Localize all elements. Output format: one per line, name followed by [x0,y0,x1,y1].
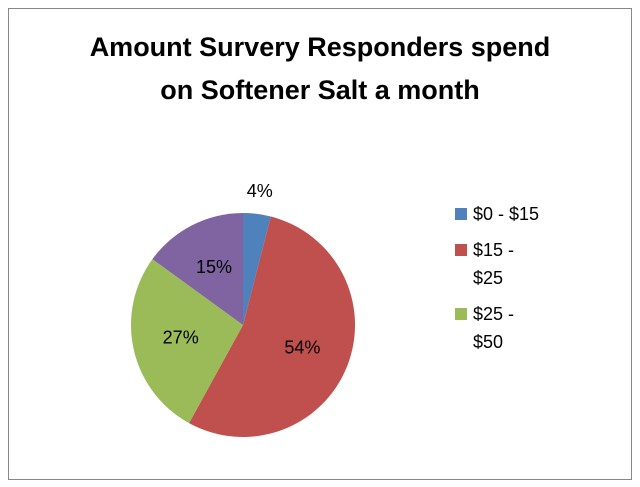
legend-swatch [455,208,467,220]
legend-swatch [455,308,467,320]
legend-label: $15 - $25 [473,240,515,288]
legend-label: $25 - $50 [473,304,515,352]
legend: $0 - $15 $15 - $25 $25 - $50 [455,200,555,364]
pie-slice [152,213,243,325]
legend-item: $0 - $15 [455,200,543,228]
data-label: 54% [284,337,320,357]
chart-title: Amount Survery Responders spend on Softe… [89,32,551,105]
data-label: 4% [247,181,273,201]
pie-slice [130,259,243,424]
legend-item: $15 - $25 [455,236,543,292]
data-label: 27% [163,328,199,348]
chart-title-box: Amount Survery Responders spend on Softe… [0,26,640,112]
legend-swatch [455,244,467,256]
pie-slice [243,213,271,325]
legend-item: $25 - $50 [455,300,543,356]
pie-slice [189,216,356,437]
legend-label: $0 - $15 [473,204,540,224]
data-label: 15% [196,257,232,277]
